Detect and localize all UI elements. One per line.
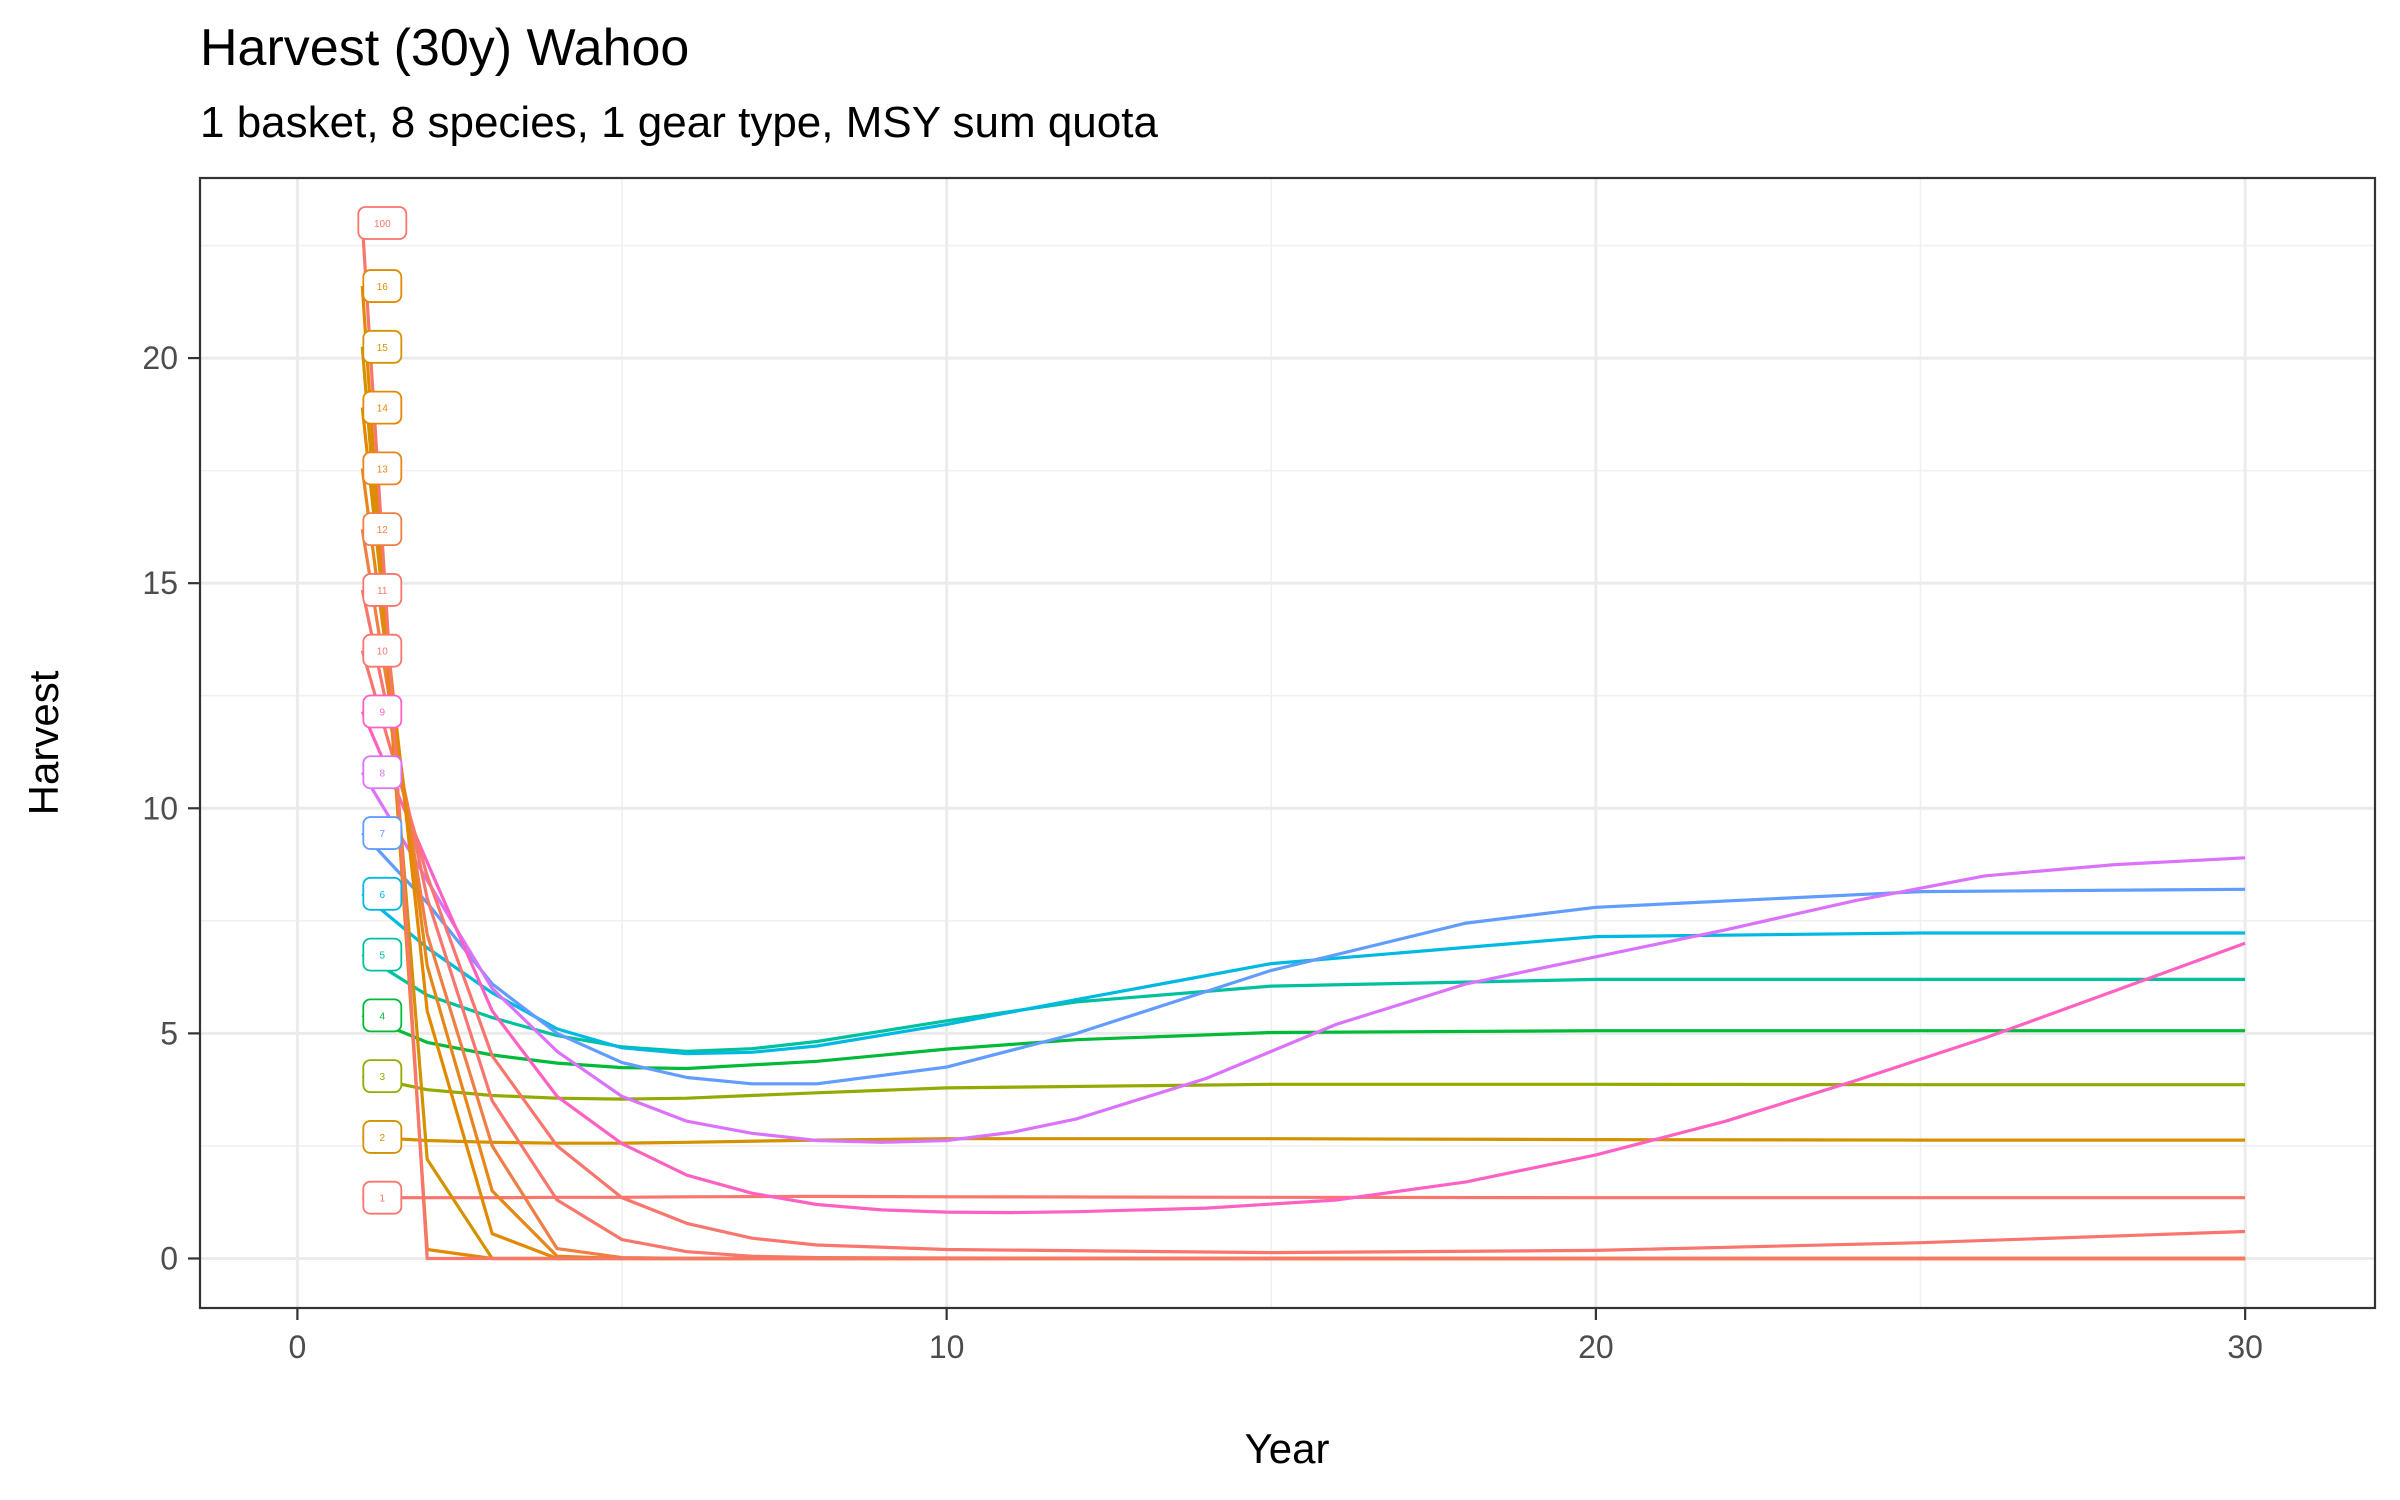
point-label: 8 [380,768,386,779]
point-label-box [357,206,408,240]
point-label: 1 [380,1194,386,1205]
point-label: 16 [377,282,389,293]
series-line-9 [360,710,2246,1215]
series-line-3 [361,1074,2246,1101]
point-label-box [362,329,403,364]
point-label: 4 [380,1011,386,1022]
y-tick-label: 15 [142,565,178,601]
x-tick-label: 0 [288,1329,306,1365]
point-label: 2 [380,1133,386,1144]
chart-title: Harvest (30y) Wahoo [200,19,690,77]
point-label: 13 [377,464,389,475]
point-label-box [362,390,403,425]
point-label: 7 [380,829,386,840]
point-label-box [362,1180,403,1215]
y-tick-label: 0 [160,1240,178,1276]
series-line-11 [360,589,2246,1261]
point-label: 12 [377,525,389,536]
y-tick-label: 20 [142,340,178,376]
series-line-5 [361,953,2246,1053]
series-line-2 [362,1135,2246,1145]
point-label: 3 [380,1072,386,1083]
y-tick-label: 10 [142,790,178,826]
x-tick-label: 30 [2227,1329,2263,1365]
x-axis-title: Year [1245,1425,1330,1472]
x-tick-label: 20 [1578,1329,1614,1365]
x-tick-label: 10 [929,1329,965,1365]
point-label: 11 [377,586,388,597]
point-label-box [362,694,403,729]
point-label: 5 [380,951,386,962]
series-line-1 [362,1194,2246,1200]
point-label: 15 [377,343,389,354]
panel-border [198,176,2377,1310]
point-label-box [362,998,403,1033]
series-line-14 [360,407,2246,1261]
point-label: 100 [374,219,391,230]
point-label-box [362,1059,403,1094]
point-label: 10 [377,647,389,658]
y-axis-title: Harvest [20,670,67,815]
series-line-15 [360,346,2246,1261]
point-label-box [362,269,403,303]
point-label-box [362,755,403,790]
point-label-box [362,512,403,547]
point-label-box [362,816,403,850]
point-label: 9 [380,707,386,718]
y-tick-label: 5 [160,1015,178,1051]
point-label: 14 [377,404,389,415]
point-label-box [362,451,403,486]
point-label-box [362,876,403,911]
point-label-box [362,937,403,972]
point-label: 6 [380,890,386,901]
series-line-100 [360,222,2246,1261]
point-label-box [362,573,403,607]
series-lines [360,222,2246,1261]
series-line-16 [360,285,2246,1261]
series-line-12 [360,528,2246,1261]
series-line-7 [361,831,2246,1086]
chart-subtitle: 1 basket, 8 species, 1 gear type, MSY su… [200,98,1158,147]
point-label-box [362,1120,403,1154]
point-label-box [362,633,403,668]
series-line-8 [360,771,2246,1144]
series-line-10 [360,650,2246,1255]
series-line-4 [361,1013,2246,1071]
